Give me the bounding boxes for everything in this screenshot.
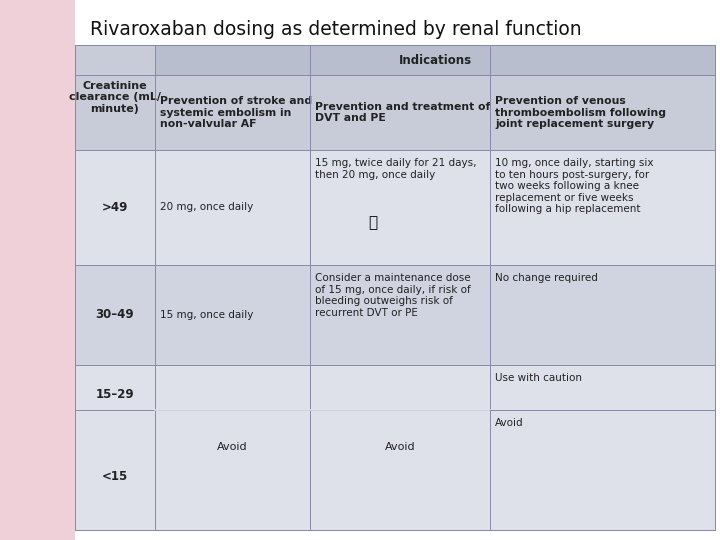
Bar [310, 75, 490, 150]
Text: 15 mg, once daily: 15 mg, once daily [160, 310, 253, 320]
Bar [75, 45, 155, 150]
Bar [155, 410, 310, 530]
Bar [310, 365, 490, 410]
Bar [75, 150, 155, 265]
Bar [490, 365, 715, 410]
Bar [490, 410, 715, 530]
Bar [75, 265, 155, 365]
Bar [310, 410, 490, 530]
Bar [155, 150, 310, 265]
Text: Use with caution: Use with caution [495, 373, 582, 383]
Text: 15–29: 15–29 [96, 388, 135, 401]
Text: Rivaroxaban dosing as determined by renal function: Rivaroxaban dosing as determined by rena… [90, 20, 582, 39]
Text: Avoid: Avoid [384, 442, 415, 453]
Bar [0, 0, 75, 540]
Text: Indications: Indications [398, 53, 472, 66]
Text: Prevention and treatment of
DVT and PE: Prevention and treatment of DVT and PE [315, 102, 490, 123]
Bar [155, 45, 715, 75]
Bar [310, 265, 490, 365]
Text: Consider a maintenance dose
of 15 mg, once daily, if risk of
bleeding outweighs : Consider a maintenance dose of 15 mg, on… [315, 273, 471, 318]
Bar [155, 365, 310, 410]
Text: Avoid: Avoid [217, 442, 248, 453]
Bar [490, 75, 715, 150]
Bar [155, 265, 310, 365]
Bar [75, 365, 155, 410]
Text: >49: >49 [102, 201, 128, 214]
Text: 10 mg, once daily, starting six
to ten hours post-surgery, for
two weeks followi: 10 mg, once daily, starting six to ten h… [495, 158, 654, 214]
Text: Prevention of venous
thromboembolism following
joint replacement surgery: Prevention of venous thromboembolism fol… [495, 96, 666, 129]
Text: Creatinine
clearance (mL/
minute): Creatinine clearance (mL/ minute) [69, 81, 161, 114]
Bar [75, 0, 720, 540]
Bar [155, 75, 310, 150]
Text: No change required: No change required [495, 273, 598, 283]
Bar [490, 265, 715, 365]
Text: Avoid: Avoid [495, 418, 523, 428]
Text: Prevention of stroke and
systemic embolism in
non-valvular AF: Prevention of stroke and systemic emboli… [160, 96, 312, 129]
Text: 20 mg, once daily: 20 mg, once daily [160, 202, 253, 213]
Bar [75, 45, 155, 75]
Bar [490, 150, 715, 265]
Text: 15 mg, twice daily for 21 days,
then 20 mg, once daily: 15 mg, twice daily for 21 days, then 20 … [315, 158, 477, 180]
Bar [310, 150, 490, 265]
Text: 30–49: 30–49 [96, 308, 135, 321]
Bar [75, 410, 155, 530]
Text: 🔉: 🔉 [369, 215, 377, 230]
Text: <15: <15 [102, 470, 128, 483]
